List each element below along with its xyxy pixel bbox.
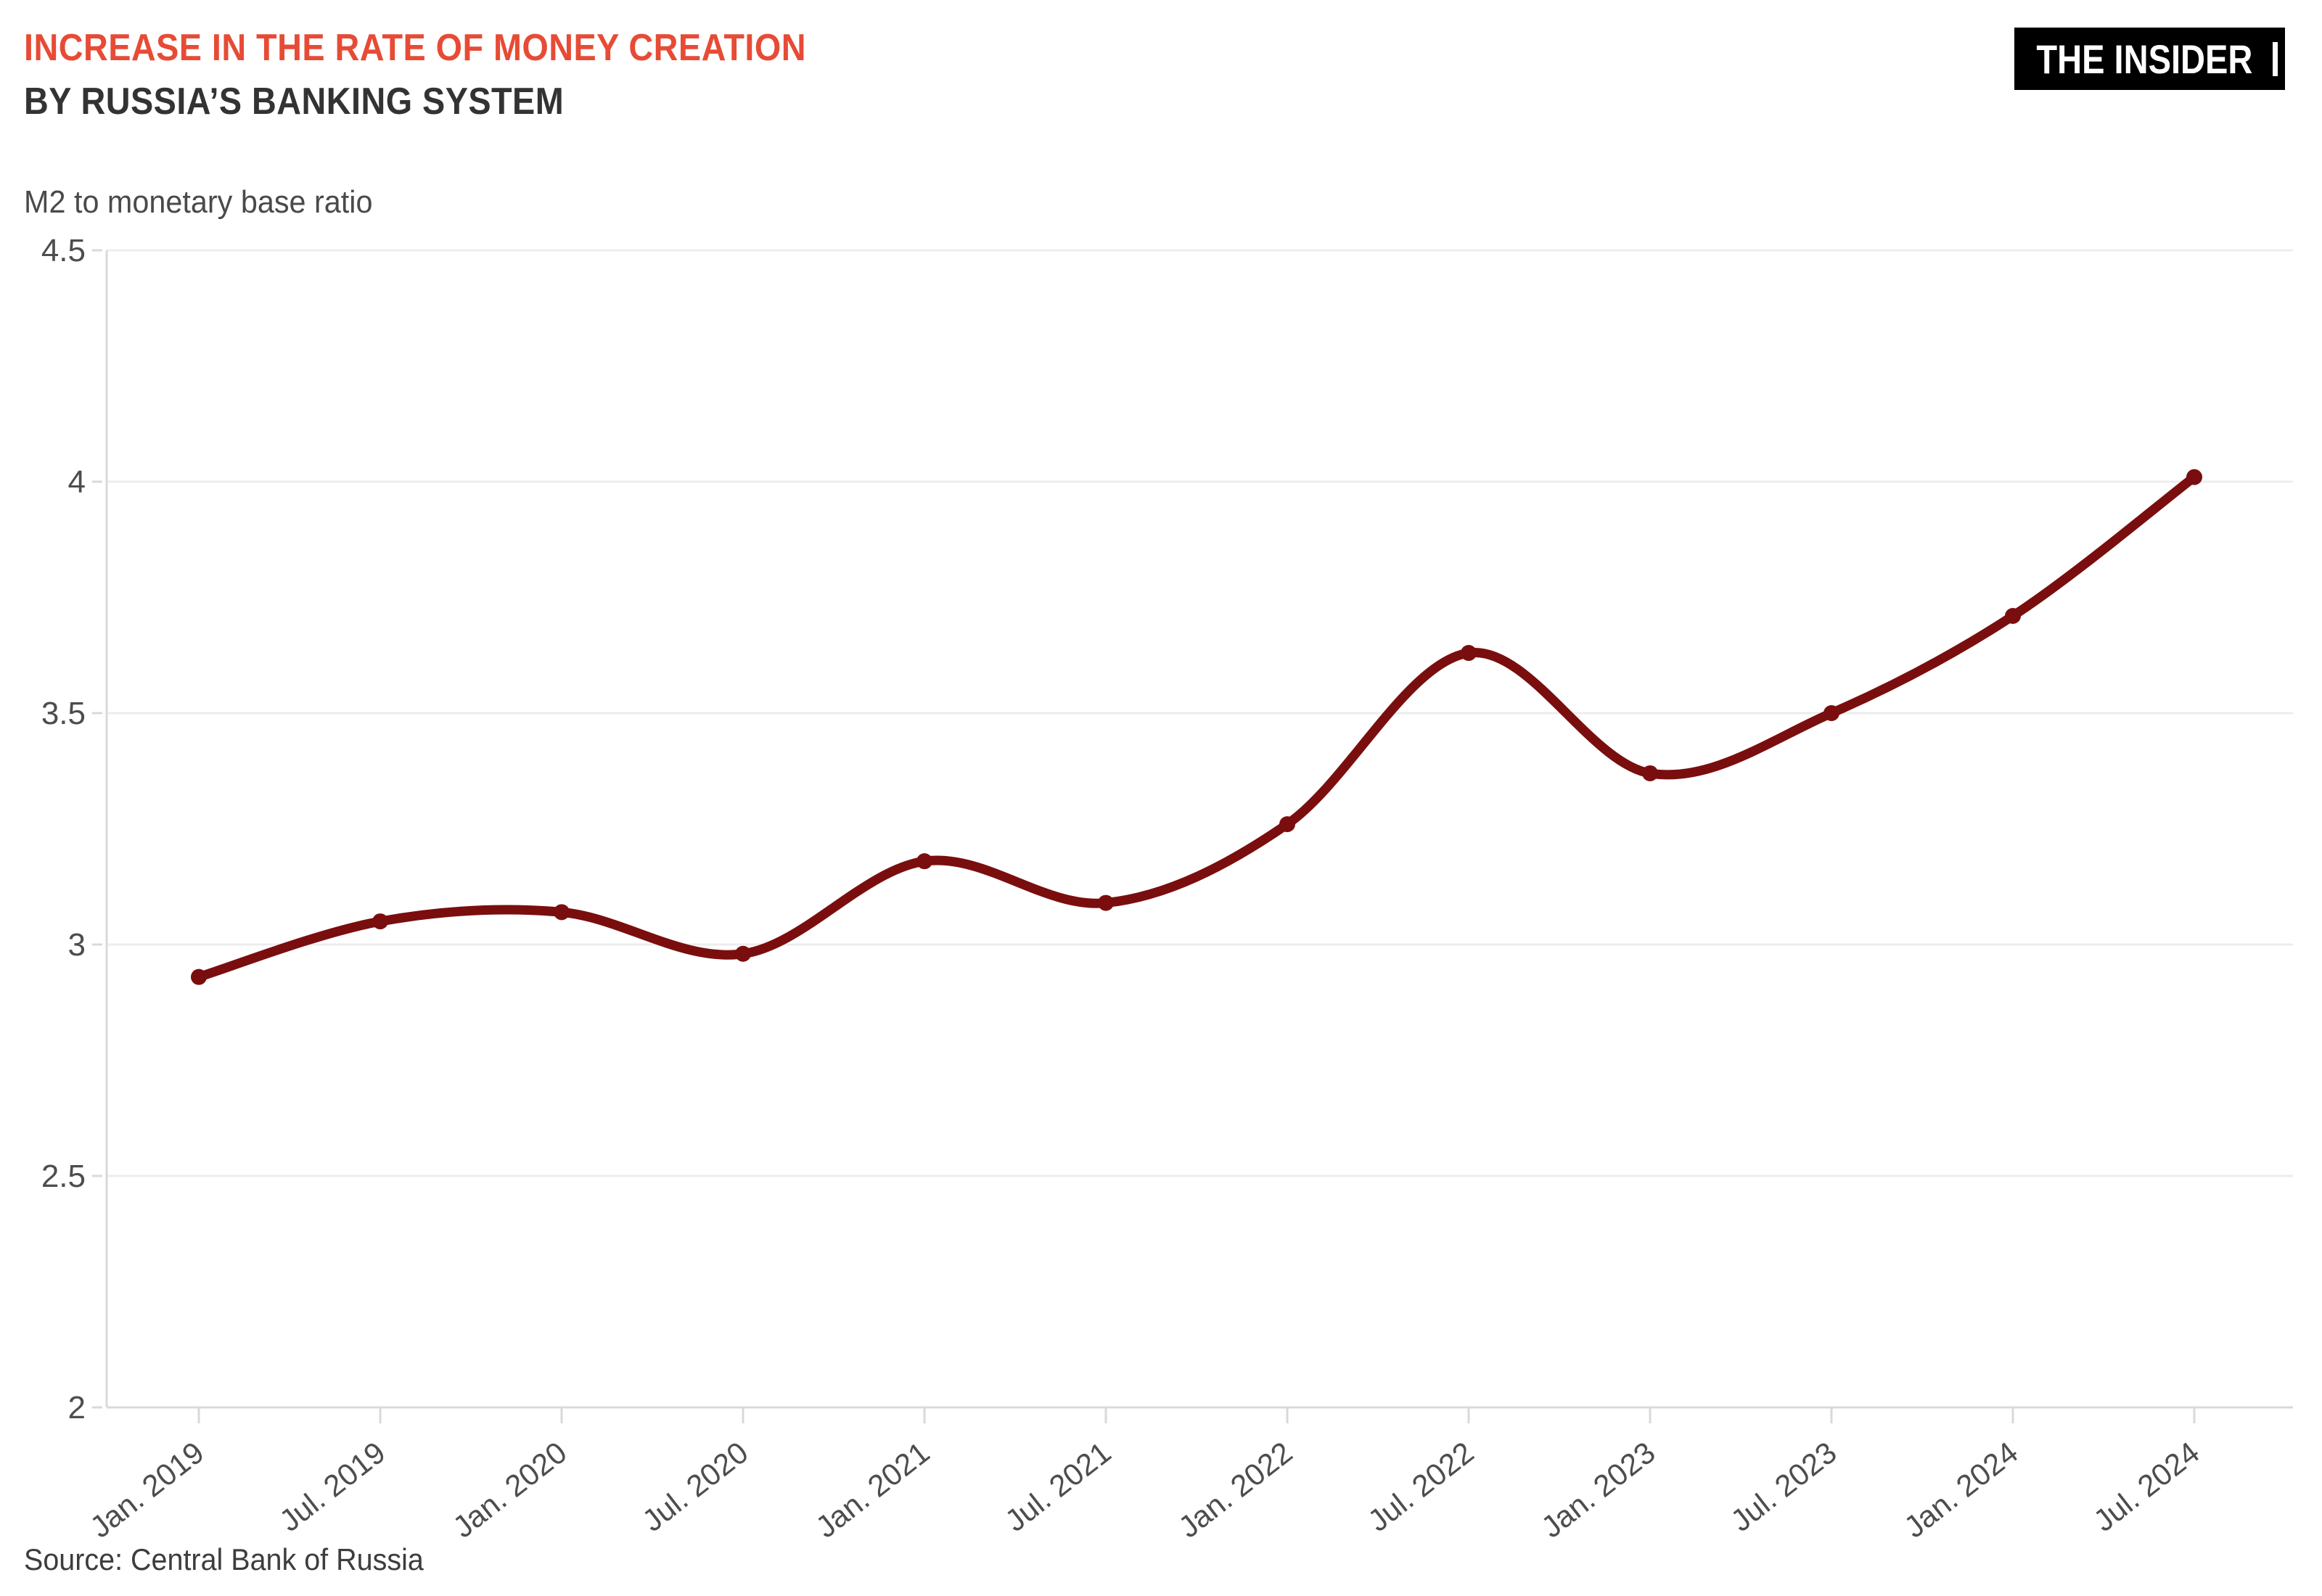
x-tick-label: Jul. 2023 xyxy=(1724,1435,1842,1538)
data-point xyxy=(554,904,570,921)
x-tick-label: Jul. 2020 xyxy=(636,1435,754,1538)
data-point xyxy=(1823,705,1839,721)
data-point xyxy=(916,853,932,870)
the-insider-logo-text: THE INSIDER xyxy=(2036,36,2253,82)
x-tick-label: Jul. 2022 xyxy=(1361,1435,1480,1538)
chart-title-accent: INCREASE IN THE RATE OF MONEY CREATION xyxy=(24,27,806,69)
x-tick-label: Jan. 2020 xyxy=(446,1435,573,1544)
y-axis-unit-label: M2 to monetary base ratio xyxy=(24,184,373,220)
x-tick-label: Jan. 2023 xyxy=(1535,1435,1661,1544)
data-point xyxy=(1461,645,1477,662)
the-insider-logo: THE INSIDER xyxy=(2014,28,2285,90)
y-tick-label: 4 xyxy=(68,464,86,500)
y-axis-labels: 2 2.5 3 3.5 4 4.5 xyxy=(41,233,86,1426)
grid-lines xyxy=(107,249,2293,1177)
x-tick-label: Jan. 2021 xyxy=(809,1435,935,1544)
source-note: Source: Central Bank of Russia xyxy=(24,1542,424,1576)
data-point xyxy=(1098,894,1114,911)
y-tick-label: 4.5 xyxy=(41,233,86,268)
x-tick-label: Jan. 2019 xyxy=(83,1435,210,1544)
data-point xyxy=(735,945,751,962)
x-tick-label: Jul. 2024 xyxy=(2087,1435,2205,1538)
series-line xyxy=(194,472,2199,982)
data-points xyxy=(191,469,2202,985)
logo-cursor-bar xyxy=(2273,42,2278,76)
y-tick-label: 3 xyxy=(68,927,86,963)
x-axis-ticks xyxy=(197,1407,2196,1423)
data-point xyxy=(2005,608,2021,625)
x-tick-label: Jan. 2022 xyxy=(1172,1435,1298,1544)
data-point xyxy=(191,968,207,985)
data-point xyxy=(1642,765,1658,781)
data-series xyxy=(194,472,2199,982)
x-tick-label: Jan. 2024 xyxy=(1898,1435,2024,1544)
y-tick-label: 3.5 xyxy=(41,696,86,731)
x-axis-labels: Jan. 2019 Jul. 2019 Jan. 2020 Jul. 2020 Jan.… xyxy=(83,1435,2205,1544)
x-tick-label: Jul. 2019 xyxy=(273,1435,391,1538)
y-tick-label: 2.5 xyxy=(41,1159,86,1194)
x-tick-label: Jul. 2021 xyxy=(998,1435,1117,1538)
data-point xyxy=(1279,816,1295,833)
y-tick-label: 2 xyxy=(68,1390,86,1426)
axes xyxy=(92,249,2293,1409)
data-point xyxy=(372,913,388,930)
chart-title-dark: BY RUSSIA’S BANKING SYSTEM xyxy=(24,81,565,123)
data-point xyxy=(2186,469,2202,485)
